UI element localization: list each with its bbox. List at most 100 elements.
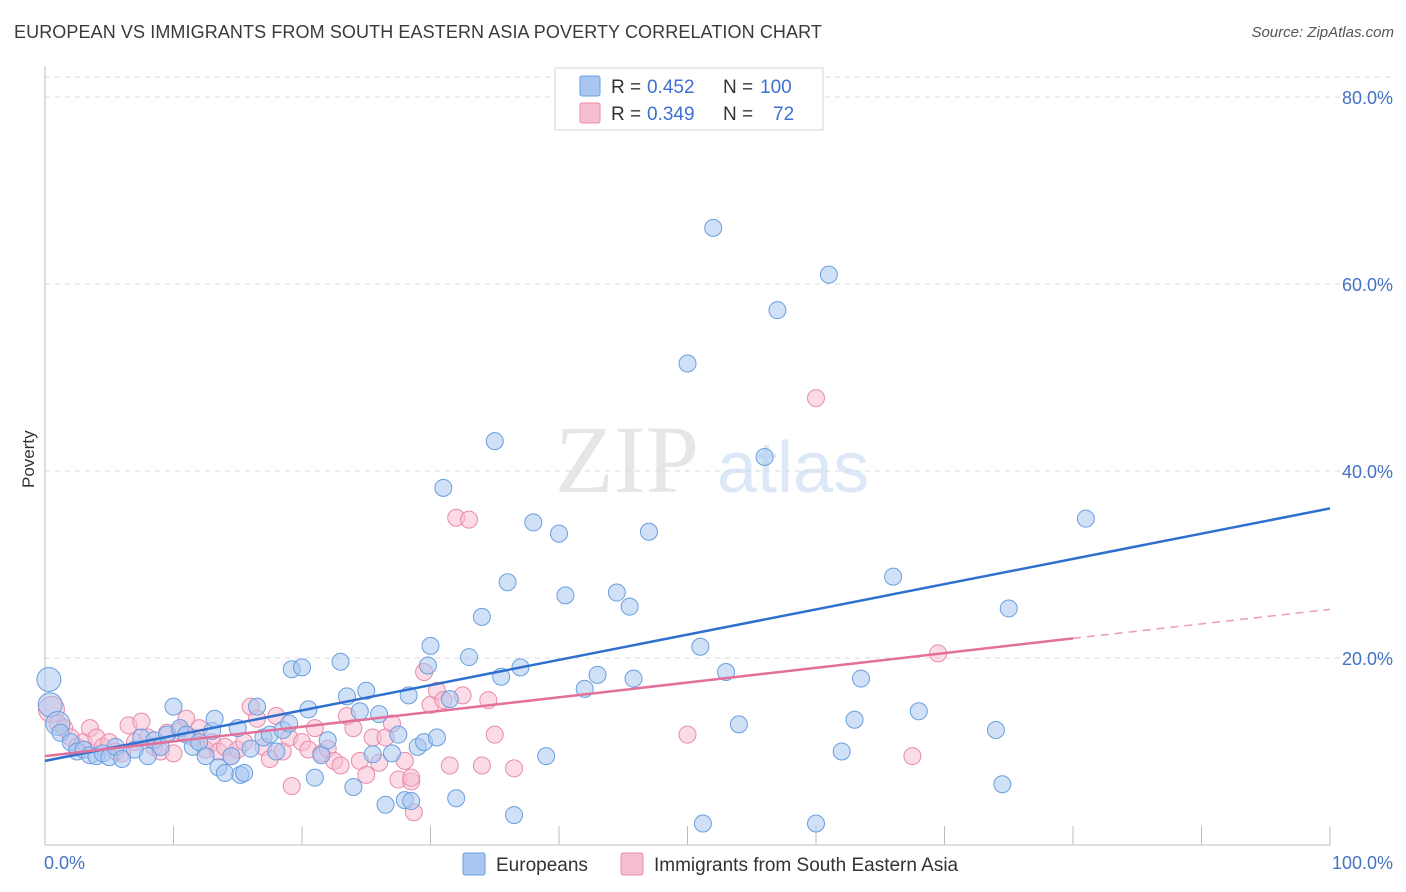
data-point-europeans	[427, 728, 446, 747]
chart-title: EUROPEAN VS IMMIGRANTS FROM SOUTH EASTER…	[14, 22, 822, 42]
data-point-immigrants	[132, 712, 151, 731]
source-label: Source: ZipAtlas.com	[1251, 24, 1394, 41]
data-point-immigrants	[331, 756, 350, 775]
y-tick-labels: 20.0% 40.0% 60.0% 80.0%	[1342, 88, 1393, 669]
top-legend: R = 0.452 N = 100 R = 0.349 N = 72	[554, 67, 824, 131]
trend-line-immigrants	[44, 637, 1074, 758]
data-point-europeans	[196, 747, 215, 766]
data-point-europeans	[588, 665, 607, 684]
bottom-legend-label-immigrants: Immigrants from South Eastern Asia	[654, 855, 959, 876]
trend-line-europeans	[44, 507, 1331, 763]
data-point-europeans	[344, 778, 363, 797]
legend-swatch-immigrants	[579, 102, 601, 124]
data-point-europeans	[293, 658, 311, 677]
data-point-europeans	[607, 583, 626, 602]
data-point-immigrants	[402, 768, 421, 787]
data-point-europeans	[755, 447, 774, 466]
legend-r-value-2: 0.349	[647, 104, 695, 125]
legend-n-label-2: N =	[723, 104, 753, 125]
data-point-europeans	[884, 567, 903, 586]
data-point-europeans	[357, 681, 376, 700]
data-point-europeans	[215, 764, 234, 783]
data-point-europeans	[363, 745, 382, 764]
y-axis-label: Poverty	[19, 430, 38, 488]
legend-swatch-europeans	[579, 75, 601, 97]
data-point-europeans	[993, 775, 1012, 794]
x-tick-label-max: 100.0%	[1332, 853, 1393, 873]
trend-line-immigrants-extension	[1072, 608, 1331, 640]
x-tick-labels: 0.0% 100.0%	[44, 853, 1393, 873]
legend-n-label-1: N =	[723, 77, 753, 98]
bottom-legend-swatch-europeans	[462, 852, 486, 876]
data-point-europeans	[440, 690, 459, 709]
data-point-europeans	[620, 597, 639, 616]
data-point-europeans	[36, 667, 62, 693]
data-point-europeans	[205, 709, 224, 728]
data-point-europeans	[350, 702, 369, 721]
data-point-immigrants	[505, 759, 524, 778]
data-point-europeans	[498, 573, 517, 592]
legend-r-label-2: R =	[611, 104, 641, 125]
data-point-europeans	[832, 742, 851, 761]
legend-r-value-1: 0.452	[647, 77, 695, 98]
data-point-europeans	[505, 806, 524, 825]
data-point-europeans	[556, 586, 575, 605]
data-point-immigrants	[485, 725, 504, 744]
grid-lines	[45, 76, 1392, 659]
data-point-europeans	[312, 746, 331, 765]
data-point-europeans	[717, 663, 736, 682]
y-tick-label: 40.0%	[1342, 462, 1393, 482]
bottom-legend-swatch-immigrants	[620, 852, 644, 876]
trend-lines	[44, 507, 1331, 763]
data-point-europeans	[807, 814, 825, 833]
data-point-europeans	[418, 656, 437, 675]
data-point-immigrants	[440, 756, 459, 775]
data-point-immigrants	[472, 756, 491, 775]
data-point-europeans	[485, 432, 504, 451]
data-point-europeans	[845, 710, 864, 729]
legend-n-value-2: 72	[773, 104, 794, 125]
data-point-europeans	[1076, 509, 1095, 528]
data-point-europeans	[693, 814, 712, 833]
data-point-immigrants	[357, 765, 376, 784]
bottom-legend: Europeans Immigrants from South Eastern …	[462, 852, 959, 876]
data-point-europeans	[851, 669, 870, 688]
data-point-europeans	[376, 795, 395, 814]
data-point-immigrants	[460, 510, 479, 529]
data-point-immigrants	[903, 747, 922, 766]
data-point-europeans	[305, 768, 324, 787]
data-point-europeans	[164, 697, 183, 716]
data-point-europeans	[318, 731, 337, 750]
data-point-europeans	[421, 636, 440, 655]
data-point-europeans	[389, 725, 408, 744]
y-tick-label: 80.0%	[1342, 88, 1393, 108]
data-point-immigrants	[807, 389, 825, 408]
data-point-europeans	[639, 522, 658, 541]
data-point-europeans	[472, 607, 491, 626]
series-europeans-points	[36, 218, 1095, 833]
data-point-europeans	[537, 747, 556, 766]
data-point-europeans	[986, 720, 1005, 739]
data-point-europeans	[235, 764, 254, 783]
data-point-europeans	[434, 478, 453, 497]
y-tick-label: 60.0%	[1342, 275, 1393, 295]
data-point-europeans	[382, 744, 401, 763]
data-point-europeans	[248, 697, 267, 716]
data-point-europeans	[138, 747, 157, 766]
data-point-europeans	[331, 652, 350, 671]
data-point-europeans	[550, 524, 568, 543]
data-point-immigrants	[305, 719, 324, 738]
data-point-europeans	[768, 301, 787, 320]
legend-n-value-1: 100	[760, 77, 792, 98]
data-point-europeans	[624, 669, 643, 688]
data-point-europeans	[370, 705, 389, 724]
data-point-europeans	[113, 749, 132, 768]
data-point-europeans	[460, 648, 479, 667]
data-point-europeans	[819, 265, 838, 284]
data-point-europeans	[524, 513, 543, 532]
data-point-europeans	[999, 599, 1018, 618]
data-point-immigrants	[282, 777, 301, 796]
data-point-immigrants	[678, 725, 697, 744]
data-point-europeans	[691, 637, 710, 656]
